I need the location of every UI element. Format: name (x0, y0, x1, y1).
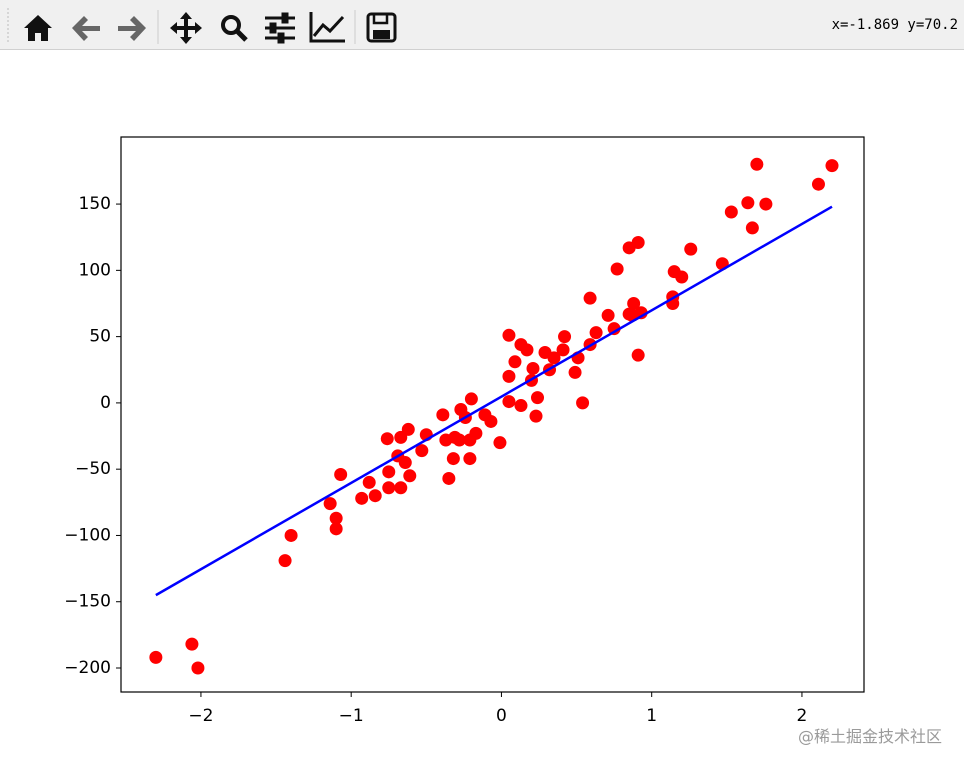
scatter-point (745, 221, 759, 235)
toolbar-icons (7, 8, 397, 44)
scatter-point (558, 330, 572, 344)
zoom-button[interactable] (221, 15, 248, 42)
scatter-point (529, 409, 543, 423)
scatter-point (610, 262, 624, 276)
scatter-point (589, 326, 603, 340)
scatter-point (464, 392, 478, 406)
scatter-point (382, 465, 396, 479)
scatter-point (607, 322, 621, 336)
scatter-point (463, 452, 477, 466)
x-tick-label: 0 (496, 706, 507, 726)
scatter-point (398, 456, 412, 470)
toolbar: x=-1.869 y=70.2 (0, 0, 964, 50)
scatter-point (415, 444, 429, 458)
scatter-point (446, 452, 460, 466)
scatter-point (382, 481, 396, 495)
y-tick-label: 0 (100, 393, 111, 413)
scatter-point (631, 236, 645, 250)
scatter-point (368, 489, 382, 503)
scatter-point (520, 343, 534, 357)
scatter-point (329, 522, 343, 536)
scatter-point (631, 348, 645, 362)
axes-frame (120, 136, 865, 693)
y-tick-label: −50 (75, 459, 111, 479)
scatter-point (442, 471, 456, 485)
scatter-point (323, 497, 337, 511)
scatter-point (436, 408, 450, 422)
cursor-coordinates: x=-1.869 y=70.2 (831, 17, 958, 33)
scatter-point (484, 414, 498, 428)
scatter-point (526, 361, 540, 375)
scatter-point (362, 475, 376, 489)
scatter-point (811, 177, 825, 191)
figure: −2 −1 0 1 2 −200 −150 −100 −50 0 50 100 150 (64, 136, 865, 726)
x-tick-label: −2 (188, 706, 213, 726)
scatter-point (556, 343, 570, 357)
y-tick-label: −200 (64, 658, 111, 678)
scatter-point (502, 328, 516, 342)
scatter-point (547, 351, 561, 365)
x-tick-label: 1 (646, 706, 657, 726)
scatter-point (675, 270, 689, 284)
scatter-point (514, 399, 528, 413)
scatter-point (502, 395, 516, 409)
fit-line (155, 205, 833, 597)
back-button[interactable] (72, 16, 100, 41)
scatter-point (741, 196, 755, 210)
configure-button[interactable] (265, 12, 295, 44)
watermark: @稀土掘金技术社区 (797, 727, 942, 746)
home-button[interactable] (24, 15, 52, 41)
scatter-point (724, 205, 738, 219)
scatter-point (334, 467, 348, 481)
scatter-point (508, 355, 522, 369)
pan-button[interactable] (170, 12, 202, 44)
scatter-point (750, 157, 764, 171)
y-tick-label: 50 (89, 327, 111, 347)
scatter-point (278, 554, 292, 568)
x-tick-label: −1 (339, 706, 364, 726)
y-tick-label: 100 (79, 260, 111, 280)
x-tick-label: 2 (797, 706, 808, 726)
scatter-point (502, 369, 516, 383)
scatter-point (601, 308, 615, 322)
edit-axis-button[interactable] (309, 12, 345, 43)
scatter-point (185, 637, 199, 651)
y-tick-label: −100 (64, 525, 111, 545)
scatter-point (531, 391, 545, 405)
scatter-point (568, 365, 582, 379)
scatter-point (149, 650, 163, 664)
scatter-point (403, 469, 417, 483)
scatter-point (394, 481, 408, 495)
scatter-point (191, 661, 205, 675)
scatter-point (355, 491, 369, 505)
scatter-point (329, 511, 343, 525)
scatter-point (634, 306, 648, 320)
scatter-point (469, 426, 483, 440)
scatter-point (380, 432, 394, 446)
save-button[interactable] (366, 12, 397, 43)
scatter-point (627, 296, 641, 310)
scatter-point (825, 159, 839, 173)
scatter-point (452, 433, 466, 447)
scatter-point (401, 422, 415, 436)
y-tick-label: 150 (79, 194, 111, 214)
scatter-point (583, 291, 597, 305)
scatter-point (576, 396, 590, 410)
scatter-point (284, 528, 298, 542)
scatter-point (684, 242, 698, 256)
y-tick-label: −150 (64, 592, 111, 612)
scatter-point (759, 197, 773, 211)
scatter-point (493, 436, 507, 450)
forward-button[interactable] (118, 16, 146, 41)
